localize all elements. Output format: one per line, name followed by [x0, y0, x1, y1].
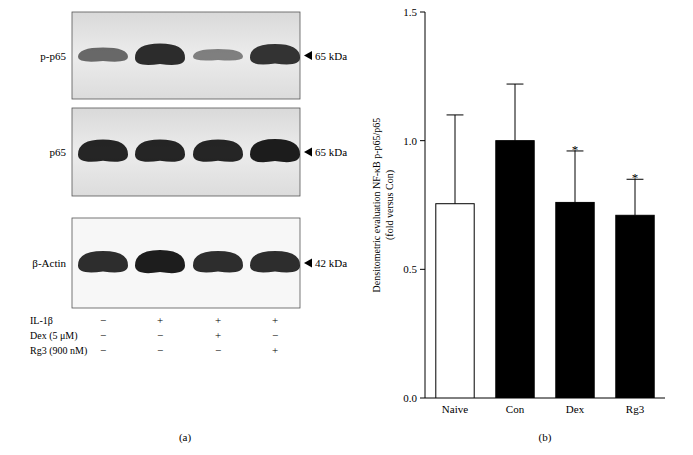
band-size: 65 kDa: [315, 146, 347, 158]
figure: p-p65 65 kDa p65 65 kDa β-Actin 42 kDa IL-1β − +…: [0, 0, 693, 455]
treatment-sign: −: [100, 344, 106, 356]
error-cap: [507, 84, 524, 85]
y-tick-label: 0.0: [403, 392, 417, 404]
blot-band: [135, 250, 185, 273]
blot-band: [135, 140, 185, 162]
treatment-sign: +: [215, 314, 221, 326]
treatment-sign: +: [215, 329, 221, 341]
x-tick-label: Rg3: [626, 403, 645, 415]
error-bar: [567, 151, 584, 202]
panel-label: (b): [539, 431, 552, 444]
blot-membrane: [72, 218, 300, 308]
blot-band: [250, 139, 300, 162]
significance: *: [632, 170, 639, 185]
y-tick: [420, 140, 425, 141]
blot-band: [193, 49, 243, 61]
error-line: [515, 84, 516, 141]
blot-band: [78, 48, 128, 62]
y-tick: [420, 269, 425, 270]
blot-band: [193, 251, 243, 272]
y-tick: [420, 12, 425, 13]
y-tick-label: 1.5: [403, 6, 417, 18]
x-tick-label: Dex: [566, 403, 585, 415]
bar: [436, 204, 474, 398]
y-axis: [425, 12, 426, 398]
band-arrow: [304, 259, 312, 268]
band-arrow: [304, 148, 312, 157]
blot-band: [135, 44, 185, 65]
bar: [496, 141, 534, 398]
blot-membrane: [72, 12, 300, 99]
y-tick: [420, 398, 425, 399]
canvas: p-p65 65 kDa p65 65 kDa β-Actin 42 kDa IL-1β − +…: [0, 0, 693, 455]
blot-band: [193, 140, 243, 162]
blot-row: p65 65 kDa: [50, 108, 348, 196]
x-tick-label: Con: [506, 403, 525, 415]
treatment-sign: −: [157, 329, 163, 341]
error-bar: [507, 84, 524, 141]
band-size: 42 kDa: [315, 257, 347, 269]
bar: [616, 215, 654, 398]
treatment-label: IL-1β: [30, 315, 53, 326]
blot-band: [78, 251, 128, 272]
treatment-label: Dex (5 μM): [30, 330, 78, 342]
panel-label: (a): [179, 431, 192, 444]
treatment-sign: −: [100, 314, 106, 326]
band-label: p65: [50, 146, 67, 158]
blot-row: p-p65 65 kDa: [40, 12, 347, 99]
band-label: β-Actin: [32, 257, 66, 269]
blot-membrane: [72, 108, 300, 196]
treatment-sign: +: [157, 314, 163, 326]
treatment-sign: +: [272, 314, 278, 326]
y-tick-label: 1.0: [403, 135, 417, 147]
error-line: [575, 151, 576, 202]
y-axis-label: (fold versus Con): [384, 170, 396, 240]
blot-row: β-Actin 42 kDa: [32, 218, 347, 308]
blot-band: [250, 251, 300, 272]
treatment-sign: −: [157, 344, 163, 356]
treatment-label: Rg3 (900 nM): [30, 345, 87, 357]
band-size: 65 kDa: [315, 50, 347, 62]
bars: [436, 84, 654, 398]
band-arrow: [304, 51, 312, 60]
treatment-sign: −: [100, 329, 106, 341]
y-tick-label: 0.5: [403, 263, 417, 275]
bar: [556, 202, 594, 398]
error-cap: [447, 114, 464, 115]
significance: *: [572, 142, 579, 157]
band-label: p-p65: [40, 50, 66, 62]
y-axis-label: Densitometric evaluation NF-κB p-p65/p65: [371, 118, 382, 293]
error-bar: [447, 115, 464, 204]
treatment-sign: −: [215, 344, 221, 356]
x-tick-label: Naive: [442, 403, 468, 415]
treatment-sign: −: [272, 329, 278, 341]
blot-band: [250, 44, 300, 64]
treatment-sign: +: [272, 344, 278, 356]
error-line: [455, 115, 456, 204]
blot-band: [78, 140, 128, 162]
